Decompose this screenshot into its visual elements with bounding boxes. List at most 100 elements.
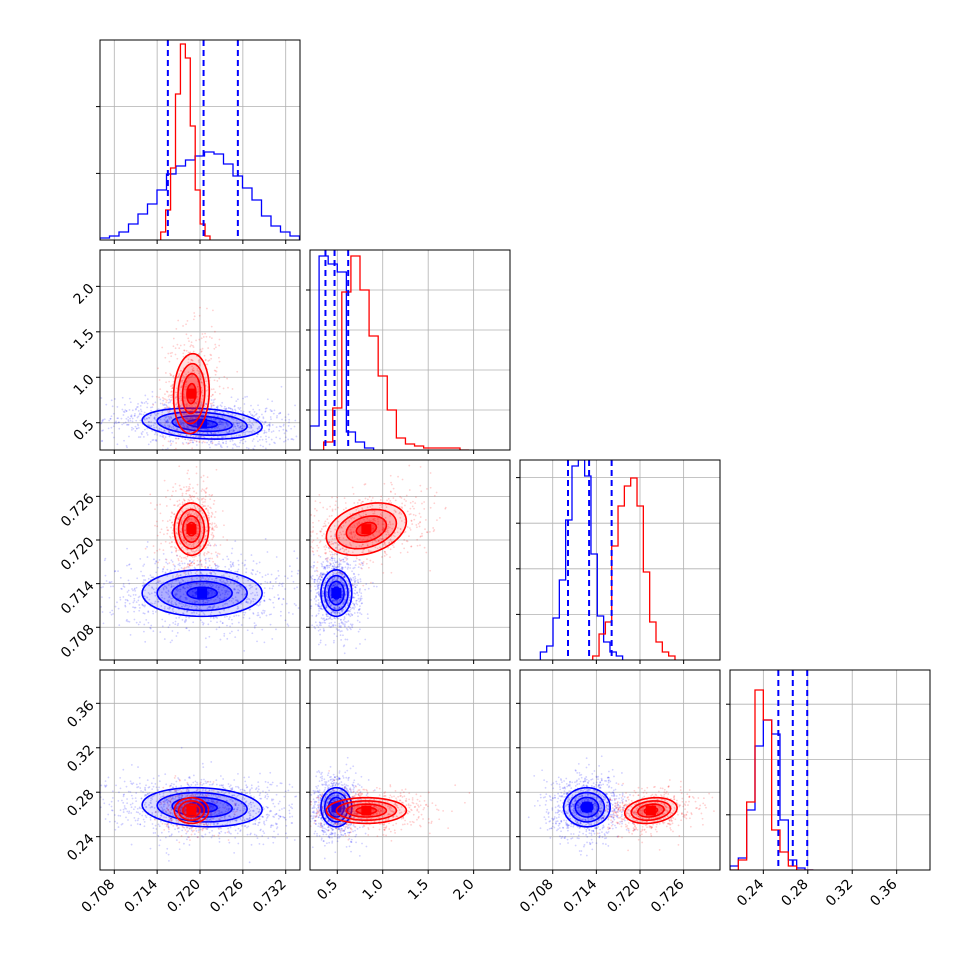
scatter-point-blue	[130, 634, 132, 636]
scatter-point-blue	[151, 430, 153, 432]
hist-panel-3	[730, 670, 930, 870]
scatter-point-blue	[141, 402, 143, 404]
scatter-point-blue	[336, 628, 338, 630]
scatter-point-blue	[224, 406, 226, 408]
scatter-point-blue	[264, 610, 266, 612]
scatter-point-red	[361, 501, 363, 503]
scatter-point-blue	[112, 613, 114, 615]
scatter-point-blue	[56, 624, 58, 626]
scatter-point-blue	[276, 415, 278, 417]
scatter-point-blue	[165, 436, 167, 438]
scatter-point-blue	[136, 406, 138, 408]
scatter-point-red	[173, 564, 175, 566]
scatter-point-red	[412, 506, 414, 508]
scatter-point-red	[188, 486, 190, 488]
scatter-point-blue	[316, 624, 318, 626]
scatter-point-red	[171, 532, 173, 534]
scatter-point-red	[295, 520, 297, 522]
scatter-point-blue	[269, 422, 271, 424]
scatter-point-blue	[266, 432, 268, 434]
scatter-point-red	[410, 513, 412, 515]
scatter-point-blue	[234, 571, 236, 573]
scatter-point-blue	[307, 599, 309, 601]
scatter-point-red	[188, 351, 190, 353]
scatter-point-blue	[150, 407, 152, 409]
scatter-point-red	[214, 391, 216, 393]
scatter-point-red	[330, 554, 332, 556]
scatter-point-blue	[286, 603, 288, 605]
scatter-point-blue	[311, 594, 313, 596]
scatter-point-blue	[233, 565, 235, 567]
scatter-point-blue	[269, 444, 271, 446]
scatter-point-blue	[135, 420, 137, 422]
scatter-point-blue	[250, 405, 252, 407]
scatter-point-blue	[315, 596, 317, 598]
scatter-point-blue	[313, 565, 315, 567]
scatter-point-blue	[367, 617, 369, 619]
scatter-point-blue	[165, 562, 167, 564]
scatter-point-red	[203, 480, 205, 482]
scatter-point-red	[214, 398, 216, 400]
scatter-point-blue	[360, 592, 362, 594]
scatter-point-blue	[132, 606, 134, 608]
scatter-point-red	[402, 479, 404, 481]
scatter-point-blue	[332, 554, 334, 556]
scatter-point-blue	[307, 435, 309, 437]
scatter-point-red	[222, 510, 224, 512]
scatter-point-blue	[205, 562, 207, 564]
hist-panel-1	[310, 250, 510, 450]
scatter-point-blue	[271, 410, 273, 412]
scatter-point-red	[430, 487, 432, 489]
scatter-point-blue	[308, 594, 310, 596]
scatter-point-red	[393, 488, 395, 490]
scatter-point-blue	[228, 407, 230, 409]
scatter-point-blue	[144, 429, 146, 431]
scatter-point-red	[216, 526, 218, 528]
scatter-point-blue	[316, 579, 318, 581]
scatter-point-red	[425, 519, 427, 521]
scatter-point-blue	[174, 623, 176, 625]
scatter-point-red	[202, 441, 204, 443]
scatter-point-blue	[271, 431, 273, 433]
scatter-point-blue	[284, 575, 286, 577]
scatter-point-blue	[226, 408, 228, 410]
scatter-point-blue	[313, 606, 315, 608]
scatter-point-blue	[263, 451, 265, 453]
scatter-point-red	[186, 472, 188, 474]
scatter-point-blue	[192, 442, 194, 444]
scatter-point-blue	[313, 561, 315, 563]
scatter-point-red	[207, 360, 209, 362]
scatter-point-blue	[288, 625, 290, 627]
scatter-point-red	[272, 551, 274, 553]
scatter-point-red	[205, 491, 207, 493]
scatter-point-blue	[301, 556, 303, 558]
scatter-point-red	[211, 534, 213, 536]
scatter-point-blue	[242, 442, 244, 444]
scatter-point-blue	[302, 422, 304, 424]
scatter-point-blue	[103, 583, 105, 585]
scatter-point-blue	[47, 583, 49, 585]
scatter-point-red	[214, 516, 216, 518]
scatter-point-red	[171, 541, 173, 543]
scatter-point-blue	[302, 428, 304, 430]
scatter-point-blue	[88, 403, 90, 405]
scatter-point-blue	[206, 442, 208, 444]
scatter-point-blue	[255, 573, 257, 575]
scatter-point-red	[200, 349, 202, 351]
scatter-point-blue	[143, 414, 145, 416]
scatter-point-red	[182, 325, 184, 327]
scatter-point-blue	[364, 589, 366, 591]
scatter-point-blue	[325, 644, 327, 646]
scatter-point-blue	[93, 421, 95, 423]
scatter-point-red	[316, 533, 318, 535]
scatter-point-blue	[311, 578, 313, 580]
scatter-point-red	[178, 569, 180, 571]
scatter-point-blue	[344, 652, 346, 654]
scatter-point-blue	[353, 579, 355, 581]
scatter-point-red	[170, 546, 172, 548]
scatter-point-red	[182, 493, 184, 495]
scatter-point-blue	[278, 413, 280, 415]
scatter-point-red	[204, 552, 206, 554]
scatter-point-red	[197, 560, 199, 562]
scatter-point-blue	[136, 601, 138, 603]
